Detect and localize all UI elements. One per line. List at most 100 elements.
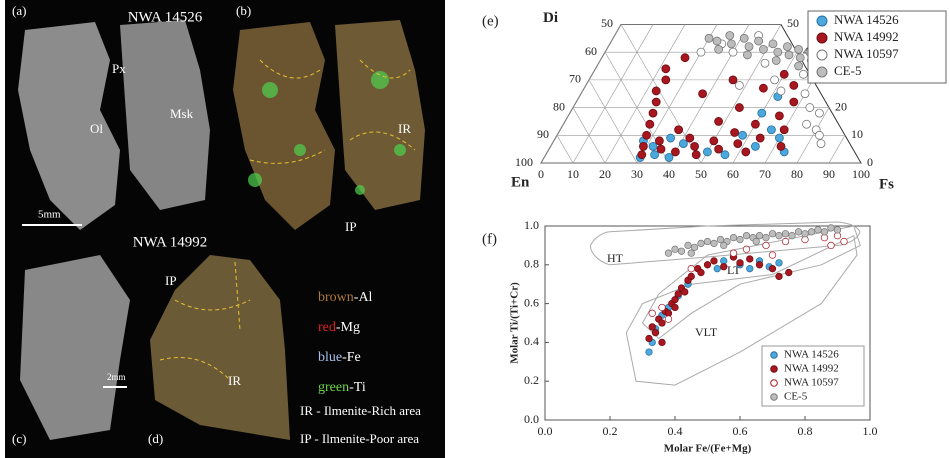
annotation: IP xyxy=(345,219,357,234)
point xyxy=(671,245,679,253)
y-axis-title: Molar Ti/(Ti+Cr) xyxy=(509,282,521,364)
element-legend: green-Ti xyxy=(318,380,366,395)
point xyxy=(716,235,725,244)
panel-label: (f) xyxy=(482,231,497,247)
point xyxy=(677,247,686,255)
y-tick-label: 0.6 xyxy=(524,295,539,309)
point xyxy=(754,36,763,46)
legend-marker xyxy=(816,32,828,44)
point xyxy=(658,338,666,347)
point xyxy=(775,232,783,240)
point xyxy=(746,265,754,273)
point xyxy=(651,329,660,337)
left-tick-label: 100 xyxy=(515,155,533,169)
corner-label: Fs xyxy=(879,176,894,192)
left-tick-label: 70 xyxy=(569,72,581,86)
point xyxy=(698,89,707,99)
bottom-tick-label: 20 xyxy=(599,167,611,181)
point xyxy=(729,233,738,242)
point xyxy=(712,36,722,46)
point xyxy=(730,128,739,137)
point xyxy=(752,237,760,246)
point xyxy=(794,61,803,71)
point xyxy=(666,133,675,143)
point xyxy=(733,139,743,149)
point xyxy=(757,108,767,118)
annotation: Msk xyxy=(170,106,194,121)
point xyxy=(639,141,648,151)
sample-a1 xyxy=(18,22,120,230)
annotation: Ol xyxy=(90,121,103,136)
point xyxy=(661,64,671,74)
annotation: IP xyxy=(165,273,177,288)
left-tick-label: 60 xyxy=(585,44,597,58)
area-boundary xyxy=(249,59,416,164)
point xyxy=(664,153,674,162)
element-legend: brown-Al xyxy=(318,290,373,305)
x-tick-label: 0.2 xyxy=(603,424,618,438)
point xyxy=(710,257,718,265)
bottom-tick-label: 0 xyxy=(538,167,544,181)
sample-b2 xyxy=(335,20,425,210)
point xyxy=(776,86,786,96)
image-panel: (a) (b) (c) (d) NWA 14526 NWA 14992 Px O… xyxy=(5,0,445,458)
region-label: HT xyxy=(607,251,624,265)
bottom-tick-label: 30 xyxy=(631,167,643,181)
annotation: Px xyxy=(112,61,126,76)
point xyxy=(779,69,789,79)
point xyxy=(671,303,679,312)
point xyxy=(755,261,764,269)
point xyxy=(755,232,764,240)
point xyxy=(648,108,658,118)
point xyxy=(744,42,754,52)
point xyxy=(738,130,747,140)
corner-label: Di xyxy=(543,10,558,26)
point xyxy=(789,81,799,90)
point xyxy=(679,139,688,149)
right-tick-label: 10 xyxy=(851,127,863,141)
right-tick-label: 50 xyxy=(787,16,799,30)
point xyxy=(687,249,695,257)
y-tick-label: 0.4 xyxy=(524,334,539,348)
scatter-chart: HT LT VLT (f)0.0 0.2 0.4 0.6 0.8 1.00.00.20.4… xyxy=(482,218,878,455)
point xyxy=(768,251,777,259)
legend-label: NWA 10597 xyxy=(834,46,899,61)
grid-line xyxy=(604,24,686,164)
color-word: red xyxy=(318,320,336,335)
color-word: green xyxy=(318,380,349,395)
point xyxy=(770,75,779,85)
legend-marker xyxy=(816,66,828,78)
point xyxy=(664,249,673,257)
point xyxy=(840,237,848,246)
point xyxy=(742,245,751,253)
vlt-region xyxy=(625,235,858,386)
point xyxy=(674,125,683,135)
x-tick-label: 0.4 xyxy=(668,424,683,438)
color-word: brown xyxy=(318,290,354,305)
point xyxy=(802,119,811,129)
point xyxy=(680,53,690,63)
point xyxy=(794,228,803,236)
bottom-tick-label: 10 xyxy=(567,167,579,181)
legend-label: NWA 10597 xyxy=(784,377,839,389)
point xyxy=(710,239,718,248)
point xyxy=(784,50,794,60)
x-axis-title: Molar Fe/(Fe+Mg) xyxy=(664,443,752,455)
area-legend: IR - Ilmenite-Rich area xyxy=(300,403,421,418)
point xyxy=(687,272,695,281)
left-tick-label: 80 xyxy=(553,99,565,113)
sample-d xyxy=(150,255,290,440)
legend-label: NWA 14992 xyxy=(784,363,839,375)
point xyxy=(827,241,835,250)
legend-marker xyxy=(770,365,778,373)
point xyxy=(781,230,790,238)
point xyxy=(768,230,777,238)
point xyxy=(742,232,751,240)
point xyxy=(697,239,705,248)
point xyxy=(650,150,659,160)
point xyxy=(816,139,826,149)
point xyxy=(751,141,760,151)
point xyxy=(775,133,784,143)
